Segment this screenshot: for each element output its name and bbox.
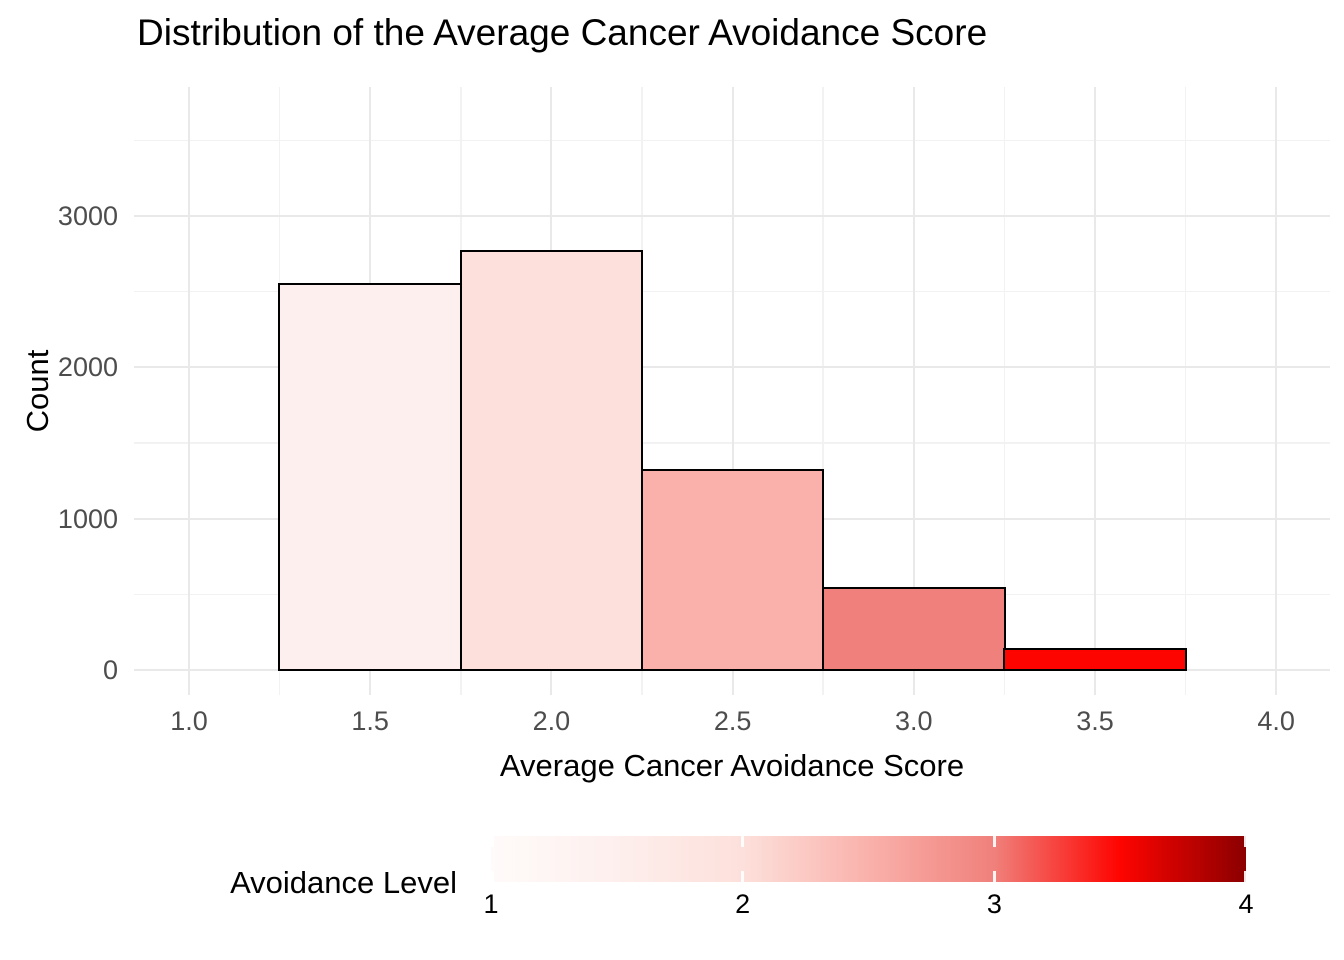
grid-major-vertical bbox=[912, 87, 915, 695]
x-tick-label: 1.0 bbox=[170, 706, 208, 736]
x-tick-label: 4.0 bbox=[1257, 706, 1295, 736]
chart-title: Distribution of the Average Cancer Avoid… bbox=[137, 12, 988, 53]
legend-tick-label: 1 bbox=[483, 889, 499, 919]
histogram-bar bbox=[278, 282, 463, 672]
grid-major-vertical bbox=[1093, 87, 1097, 695]
histogram-bar bbox=[459, 249, 644, 672]
legend-tick-mark bbox=[993, 836, 996, 847]
grid-major-horizontal bbox=[134, 366, 1330, 369]
grid-minor-vertical bbox=[1184, 87, 1187, 695]
legend-tick-mark bbox=[1243, 871, 1246, 882]
x-tick-label: 2.0 bbox=[532, 706, 571, 736]
grid-major-vertical bbox=[1275, 87, 1278, 695]
y-tick-label: 0 bbox=[102, 655, 118, 685]
legend-tick-mark bbox=[1243, 836, 1246, 847]
x-tick-label: 1.5 bbox=[351, 706, 389, 736]
grid-major-vertical bbox=[731, 87, 734, 695]
legend-title: Avoidance Level bbox=[230, 865, 457, 900]
y-tick-label: 1000 bbox=[57, 503, 118, 534]
grid-major-horizontal bbox=[134, 214, 1330, 218]
histogram-bar bbox=[1003, 648, 1187, 672]
x-tick-label: 3.5 bbox=[1076, 706, 1114, 736]
legend-tick-mark bbox=[741, 836, 744, 847]
legend-tick-mark bbox=[491, 836, 494, 847]
y-tick-label: 2000 bbox=[57, 352, 118, 383]
legend-tick-mark bbox=[741, 871, 744, 882]
histogram-bar bbox=[821, 587, 1006, 672]
x-axis-title: Average Cancer Avoidance Score bbox=[499, 748, 965, 783]
histogram-bar bbox=[640, 468, 825, 672]
grid-minor-vertical bbox=[1003, 87, 1006, 695]
legend-tick-label: 4 bbox=[1238, 889, 1254, 919]
plot-panel bbox=[134, 87, 1330, 695]
grid-major-vertical bbox=[187, 87, 191, 695]
legend-tick-mark bbox=[993, 871, 996, 882]
legend-colorbar bbox=[491, 836, 1246, 882]
legend-tick-label: 2 bbox=[735, 889, 751, 919]
legend-tick-label: 3 bbox=[986, 889, 1002, 919]
grid-minor-vertical bbox=[822, 87, 824, 695]
x-tick-label: 3.0 bbox=[895, 706, 933, 736]
x-tick-label: 2.5 bbox=[713, 706, 752, 736]
y-tick-label: 3000 bbox=[57, 201, 118, 231]
legend-tick-mark bbox=[491, 871, 494, 882]
